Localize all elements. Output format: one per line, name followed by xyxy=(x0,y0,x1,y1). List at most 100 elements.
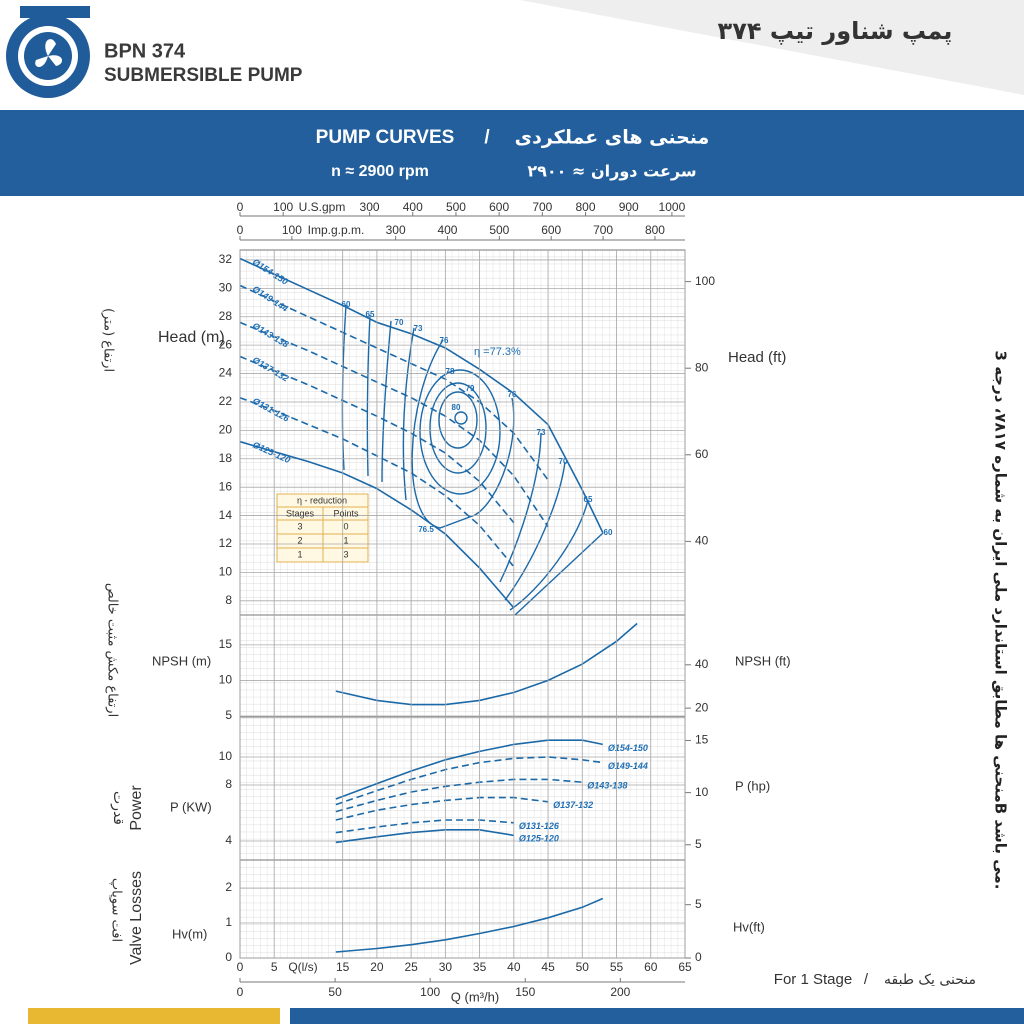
speed-fa: سرعت دوران ≈ ۲۹۰۰ xyxy=(527,162,696,181)
footer-separator: / xyxy=(864,971,869,988)
x-tick-label: 65 xyxy=(678,960,692,974)
efficiency-label: 80 xyxy=(452,403,461,412)
x-tick-label: 35 xyxy=(473,960,487,974)
x2-tick-label: 400 xyxy=(437,223,457,237)
y-axis-label: Head (m) xyxy=(158,329,225,346)
efficiency-label: 60 xyxy=(342,300,351,309)
footer-stage: For 1 Stage xyxy=(774,971,852,988)
y2-tick-label: 60 xyxy=(695,447,709,461)
x-tick-label: 25 xyxy=(404,960,418,974)
x-tick-label: 60 xyxy=(644,960,658,974)
y-tick-label: 14 xyxy=(219,508,233,522)
table-cell: 1 xyxy=(343,535,348,545)
y-tick-label: 8 xyxy=(225,777,232,791)
y-axis-label: NPSH (m) xyxy=(152,653,211,668)
footer-bar xyxy=(290,1008,1024,1024)
y-tick-label: 20 xyxy=(219,423,233,437)
table-cell: 1 xyxy=(297,549,302,559)
banner-title: PUMP CURVES xyxy=(316,127,455,148)
curve xyxy=(239,321,549,528)
x2-tick-label: 800 xyxy=(645,223,665,237)
y-tick-label: 10 xyxy=(219,749,233,763)
series-label: Ø137-132 xyxy=(553,800,593,810)
y-axis-label: Hv(m) xyxy=(172,926,207,941)
y2-tick-label: 10 xyxy=(695,785,709,799)
curve xyxy=(335,622,638,706)
y-tick-label: 0 xyxy=(225,950,232,964)
plot-area xyxy=(239,249,686,959)
x2-tick-label: 400 xyxy=(403,200,423,214)
logo xyxy=(6,6,90,98)
x-tick-label: 15 xyxy=(336,960,350,974)
y-axis-label: P (KW) xyxy=(170,799,212,814)
y-tick-label: 12 xyxy=(219,536,233,550)
efficiency-note: η =77.3% xyxy=(474,346,521,358)
x-tick-label: 55 xyxy=(610,960,624,974)
x2-tick-label: 500 xyxy=(446,200,466,214)
x2-axis-label: U.S.gpm xyxy=(299,200,346,214)
x2-axis-label: Imp.g.p.m. xyxy=(308,223,365,237)
x2-tick-label: 0 xyxy=(237,985,244,999)
table-header: Stages xyxy=(286,508,315,518)
y2-tick-label: 5 xyxy=(695,897,702,911)
curve xyxy=(335,819,514,834)
y-tick-label: 30 xyxy=(219,281,233,295)
y2-axis-label: NPSH (ft) xyxy=(735,653,791,668)
subtitle: SUBMERSIBLE PUMP xyxy=(104,65,303,86)
x2-tick-label: 600 xyxy=(541,223,561,237)
head-label-fa: ارتفاع (متر) xyxy=(101,308,116,372)
y-tick-label: 32 xyxy=(219,252,233,266)
series-label: Ø149-144 xyxy=(608,761,648,771)
x-tick-label: 5 xyxy=(271,960,278,974)
reduction-table xyxy=(276,493,369,563)
x-tick-label: 20 xyxy=(370,960,384,974)
efficiency-label: 65 xyxy=(366,310,375,319)
x2-tick-label: 100 xyxy=(273,200,293,214)
x2-tick-label: 1000 xyxy=(659,200,686,214)
x2-tick-label: 600 xyxy=(489,200,509,214)
power-label: Power xyxy=(128,785,145,831)
x2-tick-label: 0 xyxy=(237,223,244,237)
efficiency-label: 76.5 xyxy=(418,525,434,534)
x2-tick-label: 0 xyxy=(237,200,244,214)
y2-tick-label: 100 xyxy=(695,274,715,288)
y-tick-label: 16 xyxy=(219,479,233,493)
table-cell: 2 xyxy=(297,535,302,545)
banner-title-fa: منحنی های عملکردی xyxy=(515,127,710,149)
efficiency-label: 65 xyxy=(584,495,593,504)
y-tick-label: 22 xyxy=(219,394,233,408)
x2-tick-label: 100 xyxy=(420,985,440,999)
x2-tick-label: 900 xyxy=(619,200,639,214)
x-tick-label: 45 xyxy=(541,960,555,974)
table-cell: 3 xyxy=(343,549,348,559)
curve xyxy=(335,778,583,813)
series-label: Ø131-126 xyxy=(519,821,560,831)
curve xyxy=(239,284,549,481)
x-tick-label: 0 xyxy=(237,960,244,974)
y2-axis-label: Head (ft) xyxy=(728,349,786,366)
efficiency-contours xyxy=(341,304,604,616)
x-tick-label: 30 xyxy=(439,960,453,974)
table-cell: 0 xyxy=(343,521,348,531)
series-label: Ø143-138 xyxy=(587,781,627,791)
efficiency-label: 73 xyxy=(414,324,423,333)
x-tick-label: 40 xyxy=(507,960,521,974)
y-tick-label: 10 xyxy=(219,565,233,579)
y-tick-label: 10 xyxy=(219,673,233,687)
power-label-fa: قدرت xyxy=(110,791,126,825)
valve-label: Valve Losses xyxy=(128,871,145,965)
curve xyxy=(335,897,604,953)
npsh-label-fa: ارتفاع مکش مثبت خالص xyxy=(105,583,120,717)
model: BPN 374 xyxy=(104,40,186,62)
x2-tick-label: 700 xyxy=(532,200,552,214)
y-tick-label: 4 xyxy=(225,833,232,847)
x2-tick-label: 150 xyxy=(515,985,535,999)
x2-tick-label: 100 xyxy=(282,223,302,237)
y-tick-label: 26 xyxy=(219,337,233,351)
y2-tick-label: 0 xyxy=(695,950,702,964)
efficiency-label: 79 xyxy=(466,384,475,393)
y2-tick-label: 15 xyxy=(695,733,709,747)
y-tick-label: 18 xyxy=(219,451,233,465)
efficiency-label: 70 xyxy=(559,457,568,466)
x2-axis-label: Q (m³/h) xyxy=(451,989,499,1004)
